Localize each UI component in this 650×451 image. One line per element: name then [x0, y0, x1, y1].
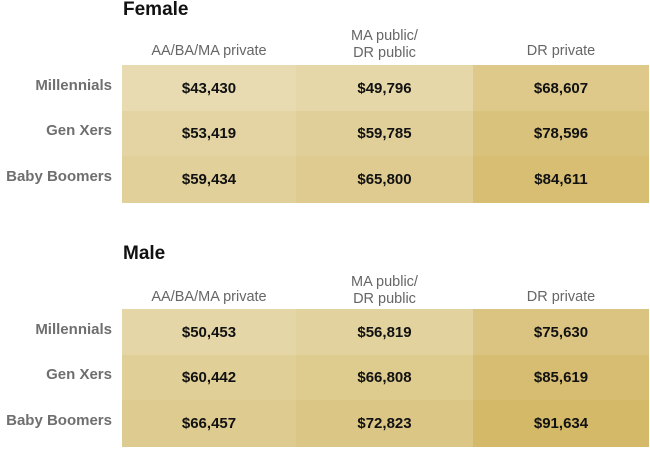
- heatmap-cell: $66,808: [296, 355, 473, 400]
- column-header: AA/BA/MA private: [151, 43, 267, 59]
- heatmap-cell: $60,442: [122, 355, 296, 400]
- column-header: DR private: [526, 43, 596, 59]
- heatmap-cell: $85,619: [473, 355, 649, 400]
- heatmap-cell: $43,430: [122, 65, 296, 111]
- column-header: MA public/ DR public: [351, 274, 418, 307]
- row-label: Gen Xers: [46, 122, 112, 139]
- heatmap-cell: $59,785: [296, 111, 473, 156]
- heatmap-cell: $75,630: [473, 309, 649, 355]
- heatmap-cell: $49,796: [296, 65, 473, 111]
- heatmap-cell: $91,634: [473, 400, 649, 447]
- heatmap-cell: $68,607: [473, 65, 649, 111]
- heatmap-cell: $84,611: [473, 156, 649, 203]
- heatmap-cell: $65,800: [296, 156, 473, 203]
- heatmap-cell: $72,823: [296, 400, 473, 447]
- male-title: Male: [123, 243, 166, 264]
- heatmap-cell: $59,434: [122, 156, 296, 203]
- row-label: Millennials: [35, 77, 112, 94]
- heatmap-cell: $56,819: [296, 309, 473, 355]
- heatmap-cell: $66,457: [122, 400, 296, 447]
- heatmap-cell: $53,419: [122, 111, 296, 156]
- column-header: AA/BA/MA private: [151, 289, 267, 305]
- row-label: Millennials: [35, 321, 112, 338]
- row-label: Gen Xers: [46, 366, 112, 383]
- heatmap-cell: $50,453: [122, 309, 296, 355]
- row-label: Baby Boomers: [6, 412, 112, 429]
- column-header: MA public/ DR public: [351, 28, 418, 61]
- female-title: Female: [123, 0, 189, 20]
- row-label: Baby Boomers: [6, 168, 112, 185]
- heatmap-cell: $78,596: [473, 111, 649, 156]
- column-header: DR private: [526, 289, 596, 305]
